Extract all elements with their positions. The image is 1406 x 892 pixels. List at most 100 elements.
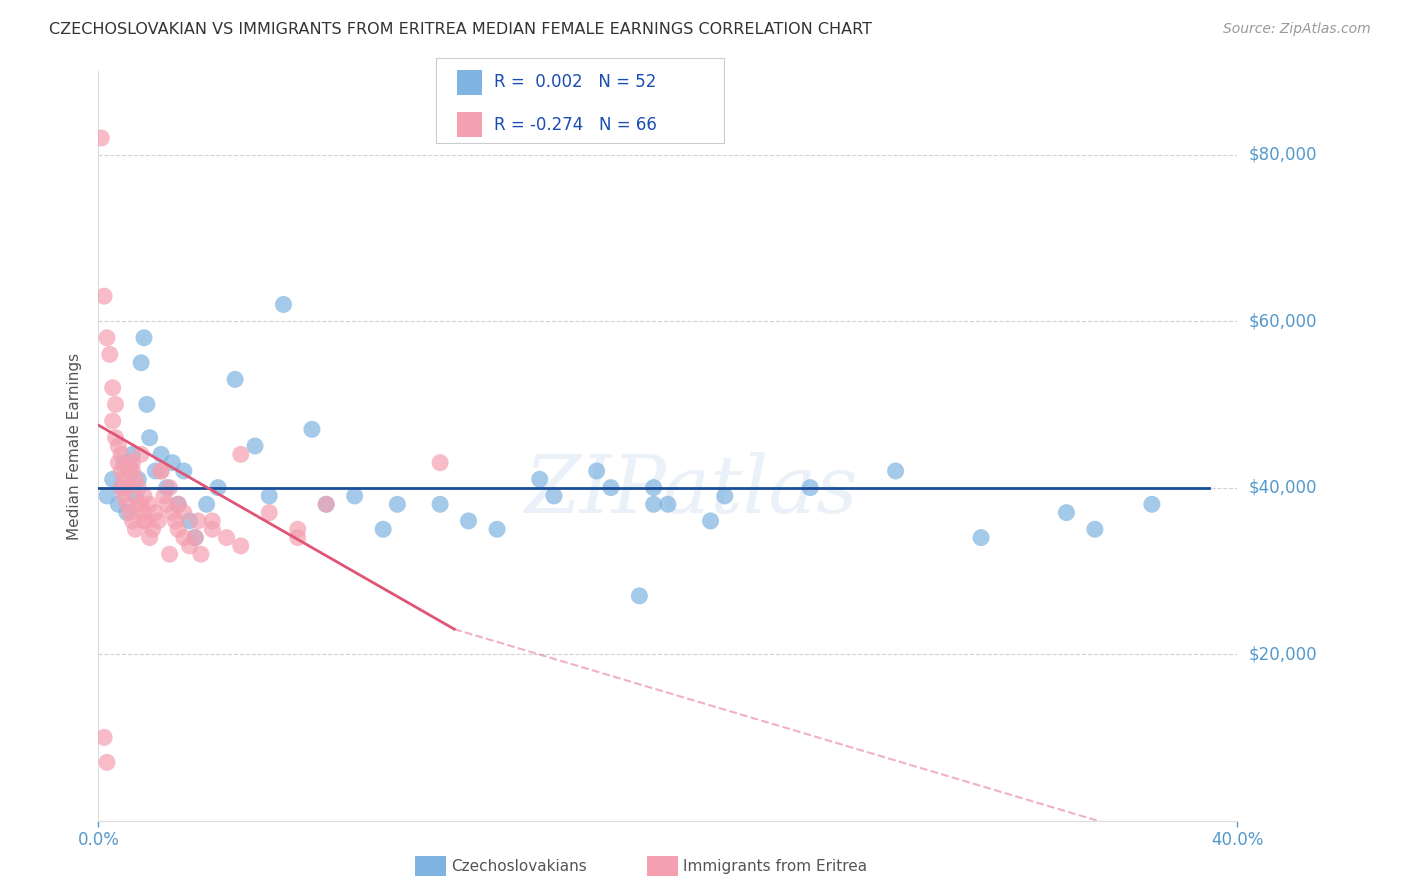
Point	[118, 456, 141, 470]
Point	[129, 497, 152, 511]
Point	[162, 506, 184, 520]
Point	[243, 439, 266, 453]
Point	[150, 464, 173, 478]
Point	[215, 531, 238, 545]
Point	[132, 514, 155, 528]
Text: $60,000: $60,000	[1249, 312, 1317, 330]
Point	[207, 481, 229, 495]
Text: $20,000: $20,000	[1249, 645, 1317, 663]
Point	[124, 522, 146, 536]
Point	[148, 514, 170, 528]
Point	[657, 497, 679, 511]
Point	[1140, 497, 1163, 511]
Point	[110, 447, 132, 461]
Point	[167, 497, 190, 511]
Point	[138, 431, 160, 445]
Point	[107, 439, 129, 453]
Point	[132, 331, 155, 345]
Point	[110, 481, 132, 495]
Point	[107, 497, 129, 511]
Point	[112, 456, 135, 470]
Text: $40,000: $40,000	[1249, 479, 1317, 497]
Point	[138, 531, 160, 545]
Point	[884, 464, 907, 478]
Point	[159, 481, 181, 495]
Point	[118, 464, 141, 478]
Point	[373, 522, 395, 536]
Point	[93, 731, 115, 745]
Point	[179, 539, 201, 553]
Point	[315, 497, 337, 511]
Point	[135, 397, 157, 411]
Point	[184, 531, 207, 545]
Point	[101, 472, 124, 486]
Point	[315, 497, 337, 511]
Point	[124, 489, 146, 503]
Point	[138, 497, 160, 511]
Point	[259, 489, 281, 503]
Text: Source: ZipAtlas.com: Source: ZipAtlas.com	[1223, 22, 1371, 37]
Point	[112, 489, 135, 503]
Point	[153, 489, 176, 503]
Text: $80,000: $80,000	[1249, 145, 1317, 163]
Point	[93, 289, 115, 303]
Point	[115, 464, 138, 478]
Point	[127, 481, 149, 495]
Text: Immigrants from Eritrea: Immigrants from Eritrea	[683, 859, 868, 873]
Point	[287, 531, 309, 545]
Point	[224, 372, 246, 386]
Point	[229, 539, 252, 553]
Point	[127, 472, 149, 486]
Point	[429, 497, 451, 511]
Point	[543, 489, 565, 503]
Point	[124, 472, 146, 486]
Point	[107, 456, 129, 470]
Point	[132, 489, 155, 503]
Point	[90, 131, 112, 145]
Point	[129, 447, 152, 461]
Point	[159, 547, 181, 561]
Point	[173, 506, 195, 520]
Point	[115, 497, 138, 511]
Point	[529, 472, 551, 486]
Point	[184, 531, 207, 545]
Point	[387, 497, 409, 511]
Text: R = -0.274   N = 66: R = -0.274 N = 66	[494, 116, 657, 134]
Point	[96, 331, 118, 345]
Point	[141, 522, 163, 536]
Point	[115, 506, 138, 520]
Point	[145, 506, 167, 520]
Point	[110, 464, 132, 478]
Point	[799, 481, 821, 495]
Point	[165, 514, 187, 528]
Point	[970, 531, 993, 545]
Point	[135, 514, 157, 528]
Point	[173, 531, 195, 545]
Point	[429, 456, 451, 470]
Point	[167, 497, 190, 511]
Point	[98, 347, 121, 361]
Point	[173, 464, 195, 478]
Point	[457, 514, 479, 528]
Y-axis label: Median Female Earnings: Median Female Earnings	[67, 352, 83, 540]
Point	[643, 497, 665, 511]
Point	[127, 497, 149, 511]
Point	[156, 481, 179, 495]
Point	[104, 431, 127, 445]
Point	[343, 489, 366, 503]
Point	[179, 514, 201, 528]
Point	[121, 514, 143, 528]
Point	[259, 506, 281, 520]
Point	[167, 522, 190, 536]
Point	[699, 514, 721, 528]
Point	[96, 756, 118, 770]
Point	[1056, 506, 1078, 520]
Point	[115, 481, 138, 495]
Point	[628, 589, 651, 603]
Point	[229, 447, 252, 461]
Point	[195, 497, 218, 511]
Point	[101, 381, 124, 395]
Point	[104, 397, 127, 411]
Point	[121, 464, 143, 478]
Point	[121, 456, 143, 470]
